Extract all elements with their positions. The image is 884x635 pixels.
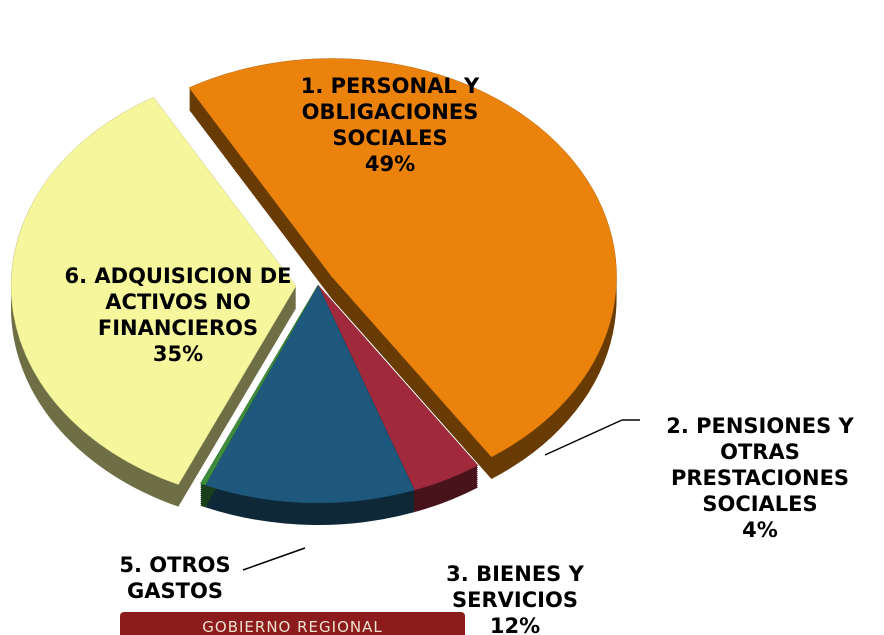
value-label: 49% (364, 152, 416, 176)
slice-label: 3. BIENES Y SERVICIOS 12% (415, 561, 615, 635)
category-label: 1. PERSONAL Y OBLIGACIONES SOCIALES (300, 74, 480, 150)
leader-line (544, 419, 623, 456)
banner: GOBIERNO REGIONAL (120, 612, 465, 635)
slice-label: 2. PENSIONES Y OTRAS PRESTACIONES SOCIAL… (630, 413, 884, 543)
category-label: 5. OTROS GASTOS (119, 553, 231, 603)
value-label: 12% (489, 614, 541, 635)
leader-line (242, 547, 306, 571)
slice (10, 96, 297, 485)
slice-label: 1. PERSONAL Y OBLIGACIONES SOCIALES 49% (265, 73, 515, 177)
value-label: 35% (152, 342, 204, 366)
slice-label: 5. OTROS GASTOS (90, 552, 260, 604)
category-label: 2. PENSIONES Y OTRAS PRESTACIONES SOCIAL… (666, 414, 854, 516)
slice (204, 284, 415, 504)
value-label: 4% (742, 518, 778, 542)
slice-tops (10, 58, 617, 504)
category-label: 3. BIENES Y SERVICIOS (446, 562, 584, 612)
slice-label: 6. ADQUISICION DE ACTIVOS NO FINANCIEROS… (53, 263, 303, 367)
slice (199, 284, 319, 486)
category-label: 6. ADQUISICION DE ACTIVOS NO FINANCIEROS (64, 264, 292, 340)
slice (188, 58, 617, 458)
